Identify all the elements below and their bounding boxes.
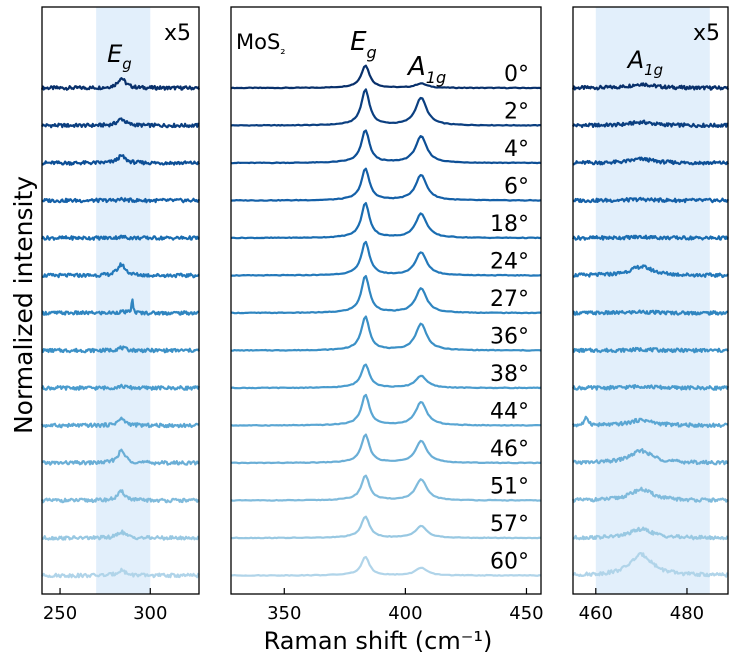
angle-label: 57° — [490, 512, 529, 537]
x-tick-label: 400 — [388, 603, 422, 624]
peak-label-eg: Eg — [350, 27, 377, 62]
spectrum-left-5 — [41, 262, 200, 279]
spectrum-right-0 — [571, 82, 730, 91]
spectrum-left-0 — [40, 77, 201, 91]
spectrum-left-2 — [41, 154, 201, 166]
angle-label: 36° — [490, 325, 529, 350]
panel-left: 250 300 x5 Eg — [40, 6, 201, 624]
spectrum-right-2 — [572, 156, 729, 166]
angle-label: 0° — [504, 62, 529, 87]
spectrum-left-11 — [40, 489, 200, 504]
spectrum-middle-4 — [230, 202, 542, 240]
panel-right: 460 480 x5 A1g — [571, 6, 730, 624]
x-tick-label: 300 — [133, 603, 167, 624]
spectrum-left-4 — [40, 234, 200, 241]
spectrum-right-5 — [572, 264, 729, 279]
spectrum-right-9 — [571, 415, 729, 429]
angle-label: 60° — [490, 550, 529, 575]
spectrum-right-8 — [571, 384, 730, 391]
x-tick-label: 250 — [43, 603, 77, 624]
x-tick-label: 350 — [267, 603, 301, 624]
peak-label-right: A1g — [626, 46, 663, 79]
spectrum-middle-11 — [230, 474, 542, 502]
angle-label: 38° — [490, 362, 529, 387]
angle-label: 24° — [490, 250, 529, 275]
spectrum-left-9 — [40, 416, 200, 429]
x-tick-label: 460 — [579, 603, 613, 624]
spectrum-middle-1 — [230, 88, 542, 127]
spectrum-right-7 — [572, 346, 729, 354]
spectrum-middle-12 — [230, 515, 542, 540]
highlight-band — [96, 7, 151, 594]
spectrum-middle-10 — [230, 433, 542, 465]
spectrum-left-7 — [41, 345, 200, 354]
x-tick-label: 480 — [670, 603, 704, 624]
spectrum-middle-7 — [231, 315, 542, 352]
y-axis-label: Normalized intensity — [9, 176, 38, 434]
angle-label: 46° — [490, 437, 529, 462]
angle-label: 6° — [504, 175, 529, 200]
panel-frame — [572, 6, 729, 595]
spectrum-left-3 — [41, 196, 201, 204]
panel-frame — [41, 6, 200, 595]
scale-label: x5 — [164, 21, 191, 46]
spectrum-left-6 — [41, 298, 200, 316]
spectrum-left-1 — [40, 117, 200, 129]
spectrum-right-1 — [571, 119, 729, 129]
panel-middle: 350 400 450 MoS₂ Eg A1g 0° 2° 4° 6° 18° 24° 27° 36° 38… — [230, 6, 544, 624]
peak-label-a1g: A1g — [406, 52, 446, 87]
spectrum-left-13 — [41, 567, 200, 579]
angle-label: 51° — [490, 475, 529, 500]
panel-frame — [230, 6, 542, 595]
spectrum-middle-9 — [230, 393, 541, 427]
spectrum-right-3 — [572, 196, 730, 204]
scale-label: x5 — [693, 21, 720, 46]
angle-label: 2° — [504, 100, 529, 125]
highlight-band — [595, 7, 710, 594]
spectrum-left-10 — [41, 448, 200, 466]
angle-label: 18° — [490, 212, 529, 237]
sample-label: MoS₂ — [236, 30, 286, 58]
angle-label: 27° — [490, 287, 529, 312]
spectrum-middle-0 — [230, 64, 542, 90]
spectrum-right-11 — [571, 486, 729, 503]
spectrum-middle-8 — [230, 363, 542, 390]
spectrum-right-6 — [572, 309, 729, 316]
spectrum-middle-5 — [230, 240, 542, 277]
spectrum-middle-3 — [230, 167, 542, 202]
angle-label: 44° — [490, 400, 529, 425]
angle-label: 4° — [504, 137, 529, 162]
spectrum-right-12 — [572, 526, 729, 541]
spectrum-right-13 — [572, 552, 729, 578]
peak-label-left: Eg — [107, 40, 132, 73]
spectrum-right-4 — [571, 234, 729, 241]
spectrum-middle-6 — [230, 275, 542, 315]
spectrum-right-10 — [572, 448, 729, 466]
spectrum-middle-13 — [230, 555, 542, 577]
x-axis-label: Raman shift (cm⁻¹) — [264, 627, 493, 655]
spectrum-left-12 — [41, 529, 200, 541]
x-tick-label: 450 — [509, 603, 543, 624]
spectrum-left-8 — [40, 383, 201, 391]
spectrum-middle-2 — [231, 129, 542, 165]
